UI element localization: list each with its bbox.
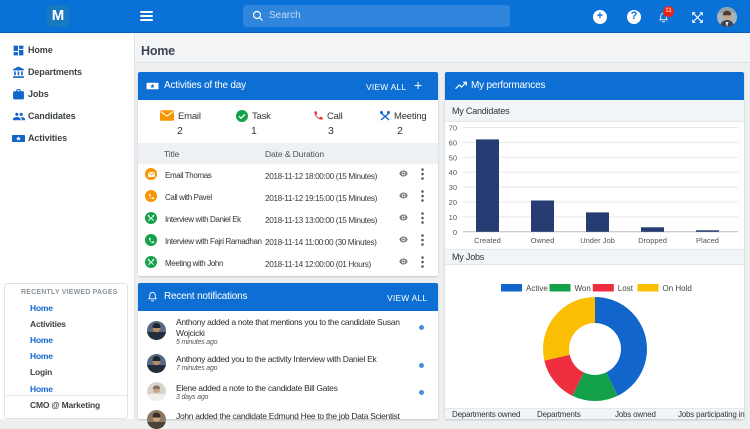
svg-text:0: 0 [453, 228, 457, 237]
svg-text:40: 40 [449, 168, 457, 177]
svg-text:Lost: Lost [618, 284, 634, 293]
svg-text:10: 10 [449, 213, 457, 222]
svg-text:On Hold: On Hold [663, 284, 692, 293]
svg-text:20: 20 [449, 198, 457, 207]
svg-text:Created: Created [474, 236, 501, 245]
svg-text:50: 50 [449, 153, 457, 162]
svg-text:30: 30 [449, 183, 457, 192]
svg-text:Placed: Placed [696, 236, 719, 245]
svg-text:Dropped: Dropped [638, 236, 667, 245]
svg-text:Under Job: Under Job [580, 236, 615, 245]
svg-text:Active: Active [526, 284, 548, 293]
svg-text:60: 60 [449, 138, 457, 147]
svg-text:70: 70 [449, 124, 457, 133]
svg-text:Won: Won [575, 284, 591, 293]
svg-text:Owned: Owned [531, 236, 555, 245]
